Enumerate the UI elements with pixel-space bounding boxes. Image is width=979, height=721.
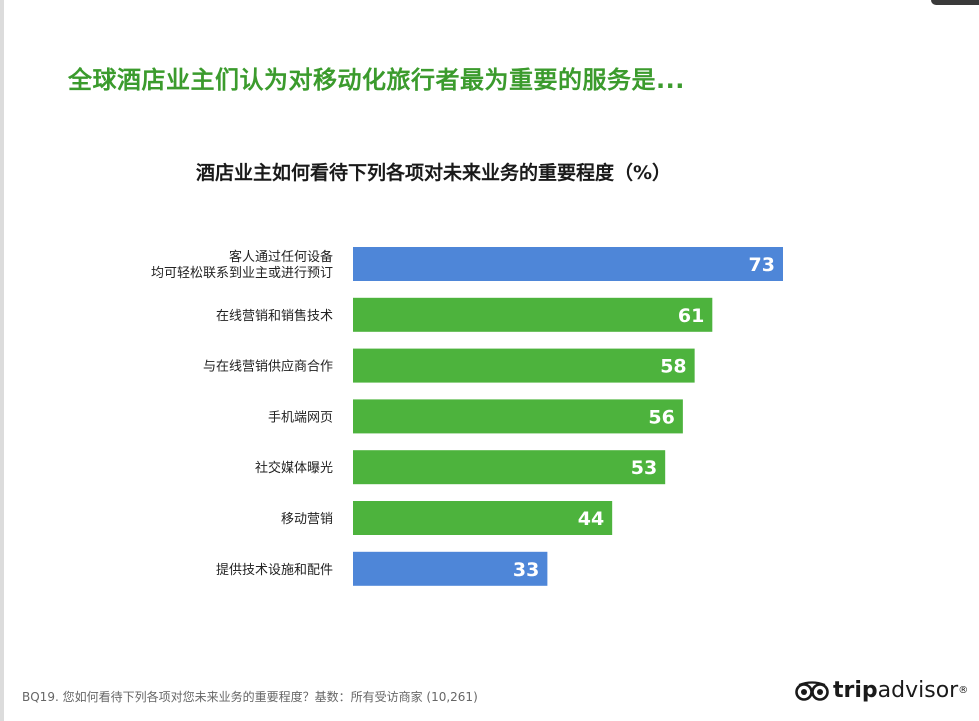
bar-2 [353,348,695,383]
logo-advisor-text: advisor [877,678,959,703]
owl-eyes-icon [795,680,829,701]
bar-value-label: 33 [513,559,539,581]
tripadvisor-logo: trip advisor ® [795,678,968,703]
bar-value-label: 53 [631,457,657,479]
page-headline: 全球酒店业主们认为对移动化旅行者最为重要的服务是... [68,66,685,94]
chart-title: 酒店业主如何看待下列各项对未来业务的重要程度（%） [196,162,672,184]
bar-0 [353,247,783,281]
footnote: BQ19. 您如何看待下列各项对您未来业务的重要程度？基数：所有受访商家 (10… [22,690,478,704]
category-label: 客人通过任何设备均可轻松联系到业主或进行预订 [151,249,333,281]
bar-1 [353,297,713,332]
category-label: 在线营销和销售技术 [216,308,333,324]
logo-trip-text: trip [833,678,878,703]
bar-value-label: 44 [578,508,604,530]
category-label: 提供技术设施和配件 [216,562,333,578]
left-edge-divider [0,0,4,721]
category-label: 手机端网页 [268,410,333,425]
category-label: 移动营销 [281,512,333,527]
category-label: 社交媒体曝光 [255,460,333,476]
bar-4 [353,450,666,485]
bar-3 [353,399,683,434]
bar-value-label: 56 [648,406,674,428]
bar-value-label: 61 [678,305,704,327]
bar-value-label: 58 [660,356,686,378]
bar-value-label: 73 [749,254,775,276]
bar-6 [353,551,548,586]
category-label: 与在线营销供应商合作 [203,359,333,375]
bar-5 [353,501,613,535]
window-corner-tab [931,0,979,5]
logo-registered-mark: ® [958,685,969,696]
